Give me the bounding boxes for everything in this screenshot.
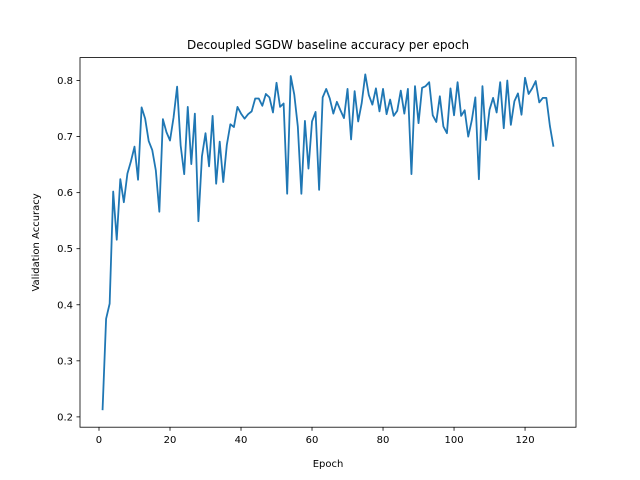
x-tick-label: 80 [377,435,390,446]
x-axis: 0 20 40 60 80 100 120 [96,427,535,446]
x-tick-label: 40 [235,435,248,446]
chart-title: Decoupled SGDW baseline accuracy per epo… [187,38,469,52]
x-axis-label: Epoch [313,459,344,470]
y-axis: 0.2 0.3 0.4 0.5 0.6 0.7 0.8 [57,76,80,423]
x-tick-label: 60 [306,435,319,446]
y-tick-label: 0.8 [57,76,73,87]
y-axis-label: Validation Accuracy [31,193,42,291]
y-tick-label: 0.7 [57,132,73,143]
plot-frame [79,57,577,428]
series-line-0 [101,73,555,411]
y-tick-label: 0.3 [57,356,73,367]
x-tick-label: 120 [516,435,535,446]
x-tick-label: 20 [164,435,177,446]
y-tick-label: 0.6 [57,188,73,199]
plot-area [101,73,555,411]
y-tick-label: 0.4 [57,300,73,311]
x-tick-label: 100 [444,435,463,446]
y-tick-label: 0.5 [57,244,73,255]
y-tick-label: 0.2 [57,412,73,423]
x-tick-label: 0 [96,435,102,446]
